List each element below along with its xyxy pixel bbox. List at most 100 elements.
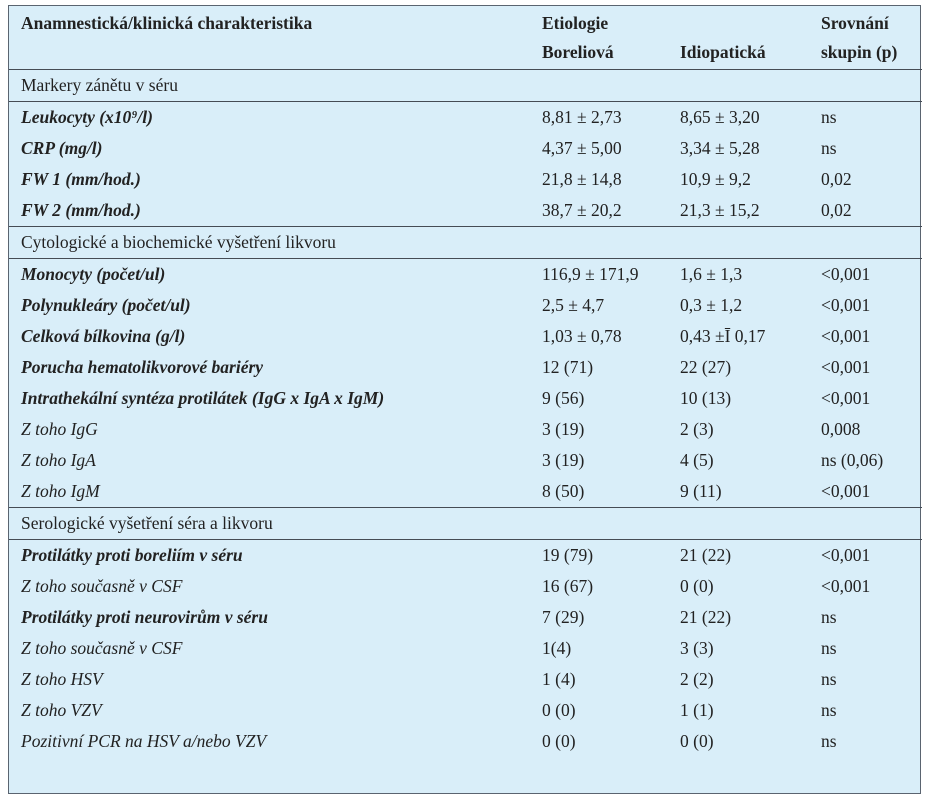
p-value: 0,008 — [821, 419, 861, 439]
p-value: <0,001 — [821, 576, 871, 596]
row-label: Intrathekální syntéza protilátek (IgG x … — [21, 388, 385, 408]
idiopathic-value: 0,43 ±Ī 0,17 — [680, 326, 766, 346]
header-etiology: Etiologie — [542, 13, 609, 33]
idiopathic-value: 0,3 ± 1,2 — [680, 295, 743, 315]
characteristics-table-frame: Anamnestická/klinická charakteristika Et… — [8, 5, 922, 794]
table-row: Pozitivní PCR na HSV a/nebo VZV 0 (0) 0 (0… — [9, 726, 922, 757]
row-label: Protilátky proti neurovirům v séru — [21, 607, 268, 627]
borrelia-value: 8 (50) — [542, 481, 585, 501]
table-row: Monocyty (počet/ul) 116,9 ± 171,9 1,6 ± 1,… — [9, 259, 922, 291]
idiopathic-value: 10,9 ± 9,2 — [680, 169, 751, 189]
header-row-1: Anamnestická/klinická charakteristika Et… — [9, 6, 922, 38]
borrelia-value: 3 (19) — [542, 450, 585, 470]
section-title: Serologické vyšetření séra a likvoru — [21, 513, 273, 533]
table-row: Z toho IgM 8 (50) 9 (11) <0,001 — [9, 476, 922, 508]
table-row: Intrathekální syntéza protilátek (IgG x … — [9, 383, 922, 414]
p-value: 0,02 — [821, 169, 852, 189]
p-value: ns — [821, 700, 837, 720]
row-label: Z toho IgG — [21, 419, 98, 439]
row-label: Pozitivní PCR na HSV a/nebo VZV — [21, 731, 267, 751]
section-title: Markery zánětu v séru — [21, 75, 178, 95]
header-comparison: Srovnání — [821, 13, 889, 33]
idiopathic-value: 1 (1) — [680, 700, 714, 720]
borrelia-value: 1(4) — [542, 638, 572, 658]
header-groups-p: skupin (p) — [821, 42, 898, 62]
header-characteristic: Anamnestická/klinická charakteristika — [21, 13, 313, 33]
idiopathic-value: 10 (13) — [680, 388, 732, 408]
p-value: <0,001 — [821, 357, 871, 377]
section-header-row: Markery zánětu v séru — [9, 70, 922, 102]
section-header-row: Cytologické a biochemické vyšetření likv… — [9, 226, 922, 259]
p-value: <0,001 — [821, 264, 871, 284]
borrelia-value: 12 (71) — [542, 357, 594, 377]
table-row: Z toho VZV 0 (0) 1 (1) ns — [9, 695, 922, 726]
table-row: Protilátky proti boreliím v séru 19 (79) 2… — [9, 540, 922, 572]
row-label: Z toho VZV — [21, 700, 102, 720]
idiopathic-value: 3 (3) — [680, 638, 714, 658]
table-row: Porucha hematolikvorové bariéry 12 (71) 22… — [9, 352, 922, 383]
borrelia-value: 38,7 ± 20,2 — [542, 200, 622, 220]
table-row: Z toho HSV 1 (4) 2 (2) ns — [9, 664, 922, 695]
row-label: Leukocyty (x10⁹/l) — [21, 107, 153, 127]
row-label: Z toho HSV — [21, 669, 103, 689]
idiopathic-value: 3,34 ± 5,28 — [680, 138, 760, 158]
table-row: Leukocyty (x10⁹/l) 8,81 ± 2,73 8,65 ± 3,20… — [9, 102, 922, 134]
characteristics-table: Anamnestická/klinická charakteristika Et… — [9, 6, 922, 757]
idiopathic-value: 21 (22) — [680, 545, 732, 565]
table-row: Z toho IgA 3 (19) 4 (5) ns (0,06) — [9, 445, 922, 476]
idiopathic-value: 21,3 ± 15,2 — [680, 200, 760, 220]
row-label: FW 1 (mm/hod.) — [21, 169, 141, 189]
p-value: <0,001 — [821, 545, 871, 565]
p-value: ns — [821, 638, 837, 658]
borrelia-value: 1 (4) — [542, 669, 576, 689]
row-label: Z toho IgM — [21, 481, 100, 501]
header-row-2: Boreliová Idiopatická skupin (p) — [9, 38, 922, 70]
borrelia-value: 19 (79) — [542, 545, 594, 565]
header-borrelia: Boreliová — [542, 42, 614, 62]
p-value: ns — [821, 138, 837, 158]
p-value: ns (0,06) — [821, 450, 884, 470]
section-title: Cytologické a biochemické vyšetření likv… — [21, 232, 336, 252]
p-value: ns — [821, 669, 837, 689]
table-row: FW 2 (mm/hod.) 38,7 ± 20,2 21,3 ± 15,2 0,02 — [9, 195, 922, 227]
row-label: Monocyty (počet/ul) — [21, 264, 166, 284]
idiopathic-value: 1,6 ± 1,3 — [680, 264, 743, 284]
table-row: Z toho současně v CSF 16 (67) 0 (0) <0,001 — [9, 571, 922, 602]
row-label: CRP (mg/l) — [21, 138, 103, 158]
p-value: <0,001 — [821, 295, 871, 315]
idiopathic-value: 4 (5) — [680, 450, 714, 470]
idiopathic-value: 9 (11) — [680, 481, 722, 501]
borrelia-value: 116,9 ± 171,9 — [542, 264, 639, 284]
section-header-row: Serologické vyšetření séra a likvoru — [9, 507, 922, 540]
table-body: Markery zánětu v séru Leukocyty (x10⁹/l) 8… — [9, 70, 922, 758]
row-label: Z toho IgA — [21, 450, 96, 470]
p-value: <0,001 — [821, 388, 871, 408]
table-row: FW 1 (mm/hod.) 21,8 ± 14,8 10,9 ± 9,2 0,02 — [9, 164, 922, 195]
row-label: Polynukleáry (počet/ul) — [21, 295, 191, 315]
borrelia-value: 16 (67) — [542, 576, 594, 596]
idiopathic-value: 0 (0) — [680, 576, 714, 596]
borrelia-value: 9 (56) — [542, 388, 585, 408]
idiopathic-value: 21 (22) — [680, 607, 732, 627]
table-row: Celková bílkovina (g/l) 1,03 ± 0,78 0,43 ±… — [9, 321, 922, 352]
borrelia-value: 0 (0) — [542, 731, 576, 751]
table-row: Z toho IgG 3 (19) 2 (3) 0,008 — [9, 414, 922, 445]
p-value: ns — [821, 731, 837, 751]
table-row: Polynukleáry (počet/ul) 2,5 ± 4,7 0,3 ± 1,… — [9, 290, 922, 321]
table-row: CRP (mg/l) 4,37 ± 5,00 3,34 ± 5,28 ns — [9, 133, 922, 164]
row-label: Z toho současně v CSF — [21, 638, 183, 658]
borrelia-value: 21,8 ± 14,8 — [542, 169, 622, 189]
row-label: Protilátky proti boreliím v séru — [21, 545, 243, 565]
row-label: Z toho současně v CSF — [21, 576, 183, 596]
table-row: Protilátky proti neurovirům v séru 7 (29)… — [9, 602, 922, 633]
borrelia-value: 4,37 ± 5,00 — [542, 138, 622, 158]
idiopathic-value: 2 (2) — [680, 669, 714, 689]
borrelia-value: 2,5 ± 4,7 — [542, 295, 605, 315]
borrelia-value: 7 (29) — [542, 607, 585, 627]
borrelia-value: 8,81 ± 2,73 — [542, 107, 622, 127]
row-label: Porucha hematolikvorové bariéry — [21, 357, 264, 377]
header-idiopathic: Idiopatická — [680, 42, 766, 62]
borrelia-value: 1,03 ± 0,78 — [542, 326, 622, 346]
idiopathic-value: 2 (3) — [680, 419, 714, 439]
table-row: Z toho současně v CSF 1(4) 3 (3) ns — [9, 633, 922, 664]
